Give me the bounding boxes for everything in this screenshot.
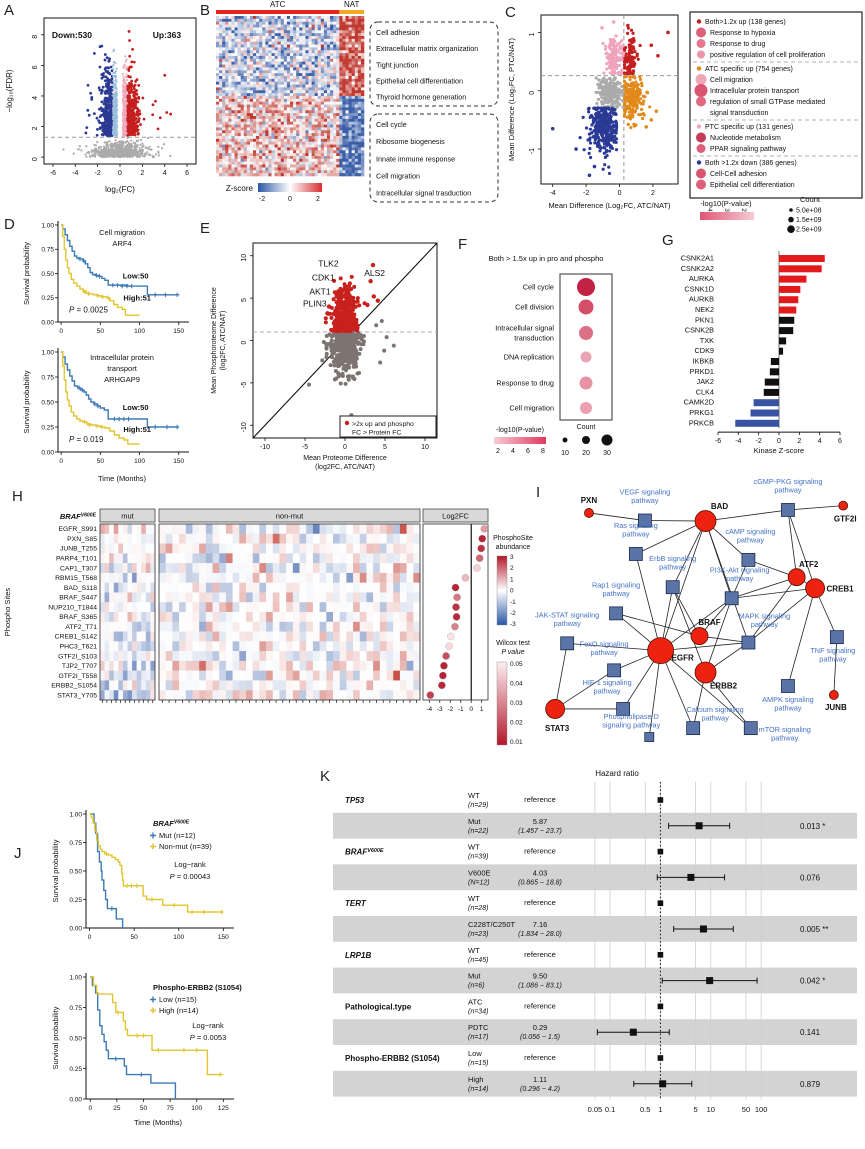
svg-text:4: 4 [163, 170, 167, 177]
svg-text:-2: -2 [259, 196, 265, 203]
svg-text:2: 2 [316, 196, 320, 203]
svg-text:6: 6 [32, 65, 39, 69]
panel-h-label: H [12, 488, 23, 505]
svg-text:log₂(FC): log₂(FC) [105, 185, 135, 194]
svg-text:-2: -2 [95, 170, 101, 177]
panel-d-label: D [4, 216, 15, 233]
panel-k-label: K [320, 768, 331, 785]
svg-text:0: 0 [118, 170, 122, 177]
svg-text:Intracellular signal trasducti: Intracellular signal trasduction [376, 189, 471, 198]
svg-text:Cell cycle: Cell cycle [376, 120, 407, 129]
svg-text:4: 4 [32, 96, 39, 100]
panel-g-chart: CSNK2A1CSNK2A2AURKACSNK1DAURKBNEK2PKN1CS… [681, 251, 842, 455]
svg-text:Cell adhesion: Cell adhesion [376, 28, 420, 37]
svg-text:Z-score: Z-score [226, 184, 254, 193]
panel-e-chart: -10 -5 0 5 10-10-50510TLK2CDK1AKT1PLIN3ALS2>… [211, 242, 438, 471]
svg-text:Ribosome biogenesis: Ribosome biogenesis [376, 137, 445, 146]
svg-text:−log₁₀(FDR): −log₁₀(FDR) [5, 69, 14, 112]
panel-c-chart: -4 -2 0 2 -1 0 1 Mean Difference (Log₂FC, ATC/N… [507, 11, 863, 234]
svg-text:-2: -2 [583, 190, 589, 197]
panel-b-label: B [200, 2, 211, 19]
panel-j-chart: 0.000.250.500.751.000 50 100 150BRAFV600EMu… [51, 810, 242, 1127]
svg-text:ATC: ATC [270, 0, 286, 9]
svg-text:6: 6 [185, 170, 189, 177]
panel-c-label: C [505, 4, 516, 21]
svg-text:Epithelial cell differentiatio: Epithelial cell differentiation [376, 77, 463, 86]
svg-text:Mean Difference (Log₂FC, PTC/N: Mean Difference (Log₂FC, PTC/NAT) [507, 37, 516, 161]
svg-text:-4: -4 [550, 190, 556, 197]
panel-h-chart: mut non-mut Log2FCBRAFV600EEGFR_S991PXN_S8… [3, 508, 533, 746]
svg-text:2: 2 [651, 190, 655, 197]
svg-text:0: 0 [288, 196, 292, 203]
svg-text:2: 2 [140, 170, 144, 177]
svg-text:Innate immune response: Innate immune response [376, 154, 455, 163]
panel-a-label: A [4, 2, 15, 19]
panel-f-label: F [458, 236, 468, 253]
svg-text:2: 2 [32, 126, 39, 130]
svg-text:-6: -6 [50, 170, 56, 177]
panel-k-chart: Hazard ratioTP53WT(n=29)referenceMut(n=2… [333, 769, 857, 1114]
svg-text:-4: -4 [72, 170, 78, 177]
svg-text:1: 1 [529, 32, 536, 36]
svg-text:0: 0 [618, 190, 622, 197]
svg-text:Up:363: Up:363 [153, 30, 182, 40]
svg-text:Thyroid hormone generation: Thyroid hormone generation [376, 93, 466, 102]
svg-text:Extracellular matrix organizat: Extracellular matrix organization [376, 44, 478, 53]
svg-text:Mean Difference (Log₂FC, ATC/N: Mean Difference (Log₂FC, ATC/NAT) [548, 201, 671, 210]
svg-text:8: 8 [32, 35, 39, 39]
svg-text:Down:530: Down:530 [52, 30, 92, 40]
svg-text:Cell migration: Cell migration [376, 171, 420, 180]
svg-text:-1: -1 [529, 148, 536, 154]
panel-a-chart: -6 -4 -2 0 2 4 6 0 2 4 6 8 log₂(FC) −log₁₀(FDR) Down:5… [5, 17, 197, 194]
panel-b-chart: ATC NAT Z-score -2 0 2 Cell adhesion Extracellu… [216, 0, 499, 203]
svg-text:0: 0 [529, 91, 536, 95]
svg-text:Tight junction: Tight junction [376, 60, 418, 69]
panel-j-label: J [14, 845, 22, 862]
panel-g-label: G [662, 232, 674, 249]
panel-e-label: E [200, 220, 211, 237]
panel-i-label: I [536, 484, 541, 501]
svg-text:0: 0 [32, 157, 39, 161]
svg-text:NAT: NAT [344, 0, 360, 9]
